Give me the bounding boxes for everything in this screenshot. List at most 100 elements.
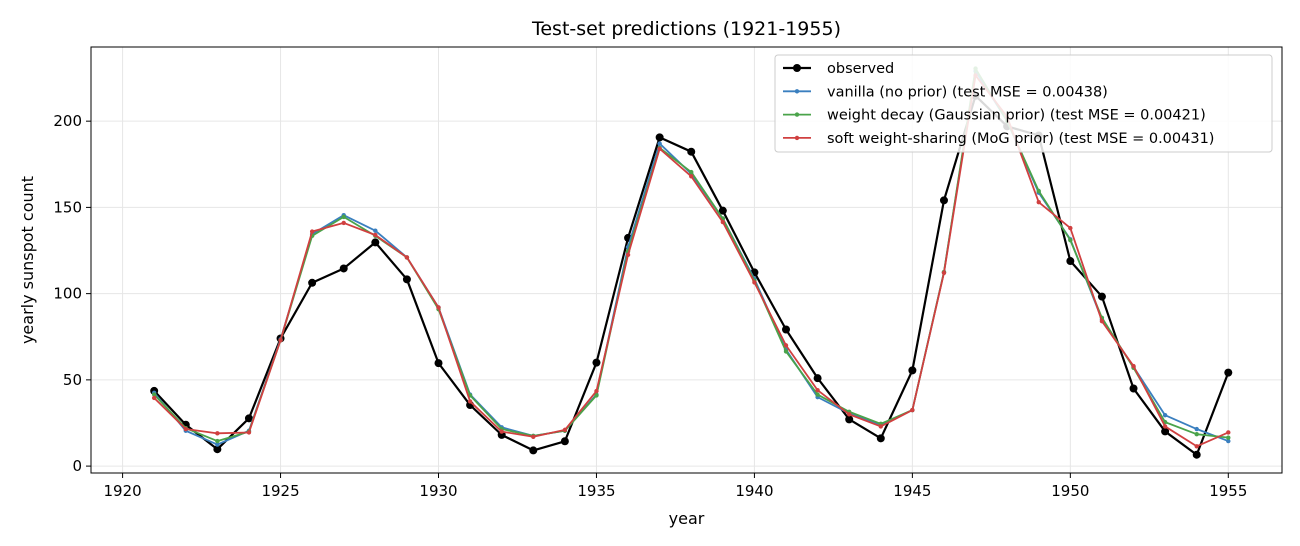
data-point — [1192, 450, 1201, 459]
data-point — [151, 395, 157, 401]
data-point — [246, 430, 252, 435]
data-point — [1097, 292, 1106, 301]
data-point — [373, 228, 378, 233]
data-point — [339, 264, 348, 273]
data-point — [436, 305, 441, 310]
x-tick-label: 1950 — [1051, 482, 1089, 500]
data-point — [308, 278, 317, 287]
data-point — [657, 146, 662, 151]
data-point — [404, 255, 410, 260]
y-tick-label: 0 — [72, 457, 82, 475]
data-point — [752, 280, 757, 285]
x-tick-label: 1955 — [1209, 482, 1247, 500]
data-point — [878, 424, 883, 429]
data-point — [497, 430, 506, 439]
legend-swatch-marker — [794, 89, 800, 94]
data-point — [151, 392, 157, 397]
data-point — [1161, 427, 1170, 436]
data-point — [845, 415, 854, 424]
data-point — [531, 434, 536, 439]
data-point — [215, 442, 220, 447]
data-point — [594, 388, 599, 394]
x-tick-label: 1930 — [419, 482, 457, 500]
data-point — [655, 133, 664, 142]
data-point — [783, 349, 789, 354]
legend-item: observed — [783, 61, 894, 77]
data-point — [594, 393, 599, 398]
y-tick-label: 100 — [53, 285, 82, 303]
legend-item: vanilla (no prior) (test MSE = 0.00438) — [783, 84, 1108, 100]
data-point — [183, 426, 188, 432]
legend-item: weight decay (Gaussian prior) (test MSE … — [783, 108, 1206, 124]
data-point — [278, 337, 283, 343]
data-point — [529, 446, 538, 455]
data-point — [689, 169, 694, 175]
data-point — [1036, 200, 1041, 205]
data-point — [434, 359, 443, 368]
legend-label: vanilla (no prior) (test MSE = 0.00438) — [827, 84, 1108, 100]
plot-frame — [90, 46, 1283, 474]
data-point — [876, 434, 885, 443]
legend-item: soft weight-sharing (MoG prior) (test MS… — [783, 131, 1214, 147]
data-point — [941, 270, 947, 276]
y-tick-label: 150 — [53, 198, 82, 216]
data-point — [309, 229, 315, 234]
data-point — [720, 219, 726, 225]
data-point — [687, 147, 696, 156]
data-point — [467, 399, 473, 404]
data-point — [718, 206, 727, 215]
legend-label: soft weight-sharing (MoG prior) (test MS… — [827, 131, 1214, 147]
legend-box — [774, 54, 1273, 153]
data-point — [1036, 188, 1041, 194]
data-point — [371, 238, 380, 247]
x-tick-label: 1940 — [735, 482, 773, 500]
data-point — [1099, 319, 1105, 324]
data-point — [341, 214, 346, 220]
data-point — [213, 445, 222, 454]
legend: observed vanilla (no prior) (test MSE = 0… — [774, 54, 1273, 153]
data-point — [657, 141, 662, 146]
x-tick-label: 1945 — [893, 482, 931, 500]
y-axis-title: yearly sunspot count — [18, 176, 37, 344]
data-point — [689, 174, 694, 179]
series-0 — [150, 91, 1233, 459]
data-point — [910, 407, 915, 413]
y-tick-label: 200 — [53, 112, 82, 130]
data-point — [1162, 424, 1168, 429]
data-point — [846, 412, 852, 417]
data-point — [782, 325, 791, 334]
data-point — [1066, 257, 1075, 266]
legend-label: weight decay (Gaussian prior) (test MSE … — [827, 108, 1206, 124]
data-point — [341, 220, 346, 226]
data-point — [1226, 435, 1231, 440]
data-point — [1194, 431, 1199, 437]
data-point — [815, 392, 820, 397]
data-point — [1068, 225, 1073, 231]
data-point — [562, 427, 568, 433]
data-point — [1129, 384, 1138, 393]
data-point — [625, 252, 631, 258]
data-point — [499, 429, 504, 434]
data-point — [939, 196, 948, 205]
legend-label: observed — [827, 61, 894, 77]
legend-swatch-marker — [794, 112, 800, 117]
data-point — [1162, 413, 1168, 418]
legend-swatch-marker — [793, 64, 801, 72]
data-point — [1131, 363, 1136, 369]
data-point — [592, 358, 601, 367]
y-tick-label: 50 — [63, 371, 82, 389]
data-point — [1194, 426, 1199, 432]
data-point — [244, 414, 253, 423]
data-point — [1194, 444, 1199, 449]
data-point — [1224, 368, 1233, 377]
x-tick-label: 1920 — [103, 482, 141, 500]
x-tick-label: 1935 — [577, 482, 615, 500]
x-tick-label: 1925 — [261, 482, 299, 500]
series-layer — [150, 66, 1233, 459]
data-point — [908, 366, 917, 375]
data-point — [1068, 237, 1073, 243]
x-axis-title: year — [669, 509, 705, 528]
data-point — [815, 388, 820, 393]
data-point — [560, 437, 569, 446]
